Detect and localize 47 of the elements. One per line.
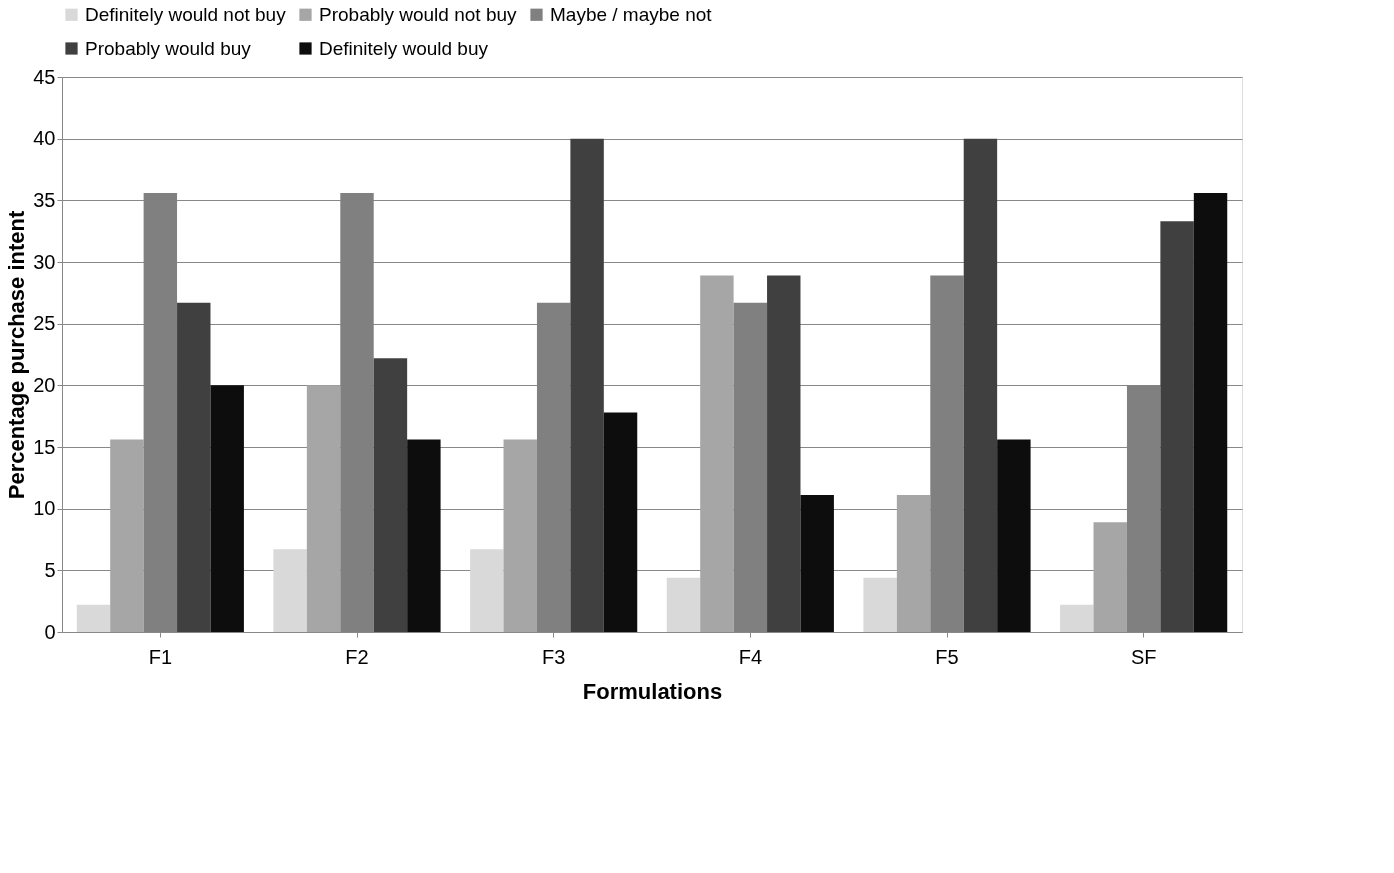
bar: [997, 439, 1031, 632]
bar: [863, 577, 897, 632]
y-tick-label: 15: [33, 435, 56, 458]
y-tick-label: 45: [33, 65, 56, 88]
bar: [666, 577, 701, 632]
bar: [110, 439, 144, 632]
bar: [570, 138, 604, 632]
bar: [177, 302, 211, 632]
bar: [603, 412, 638, 632]
legend-label: Maybe / maybe not: [550, 3, 713, 25]
x-tick-label: F5: [935, 645, 959, 668]
y-tick-label: 40: [33, 127, 56, 150]
bar: [503, 439, 537, 632]
y-tick-label: 5: [44, 558, 56, 581]
y-tick-label: 10: [33, 497, 56, 520]
bar: [210, 385, 244, 632]
y-tick-label: 35: [33, 188, 56, 211]
legend-label: Probably would buy: [85, 37, 252, 59]
bar: [1160, 221, 1194, 632]
y-tick-label: 20: [33, 373, 56, 396]
x-tick-label: SF: [1130, 645, 1157, 668]
y-axis-title: Percentage purchase intent: [4, 210, 30, 500]
bar: [407, 439, 441, 632]
x-tick-label: F2: [345, 645, 369, 668]
legend-label: Definitely would buy: [319, 37, 489, 59]
legend-label: Definitely would not buy: [85, 3, 287, 25]
x-tick-label: F4: [738, 645, 763, 668]
x-axis-title: Formulations: [582, 678, 723, 704]
y-tick-label: 0: [44, 620, 56, 643]
bar: [76, 604, 111, 632]
bar: [700, 275, 734, 632]
bar: [373, 358, 408, 632]
bar: [306, 385, 341, 632]
bar: [1060, 604, 1094, 632]
bar: [470, 549, 504, 632]
y-tick-label: 30: [33, 250, 56, 273]
bar: [767, 275, 801, 632]
bar: [273, 549, 307, 632]
bar: [1093, 522, 1127, 632]
bar: [1193, 192, 1228, 632]
y-tick-label: 25: [33, 312, 56, 335]
legend-label: Probably would not buy: [319, 3, 518, 25]
bar: [963, 138, 998, 632]
bar: [896, 495, 931, 632]
x-tick-label: F1: [148, 645, 173, 668]
x-tick-label: F3: [541, 645, 566, 668]
bar: [800, 495, 834, 632]
